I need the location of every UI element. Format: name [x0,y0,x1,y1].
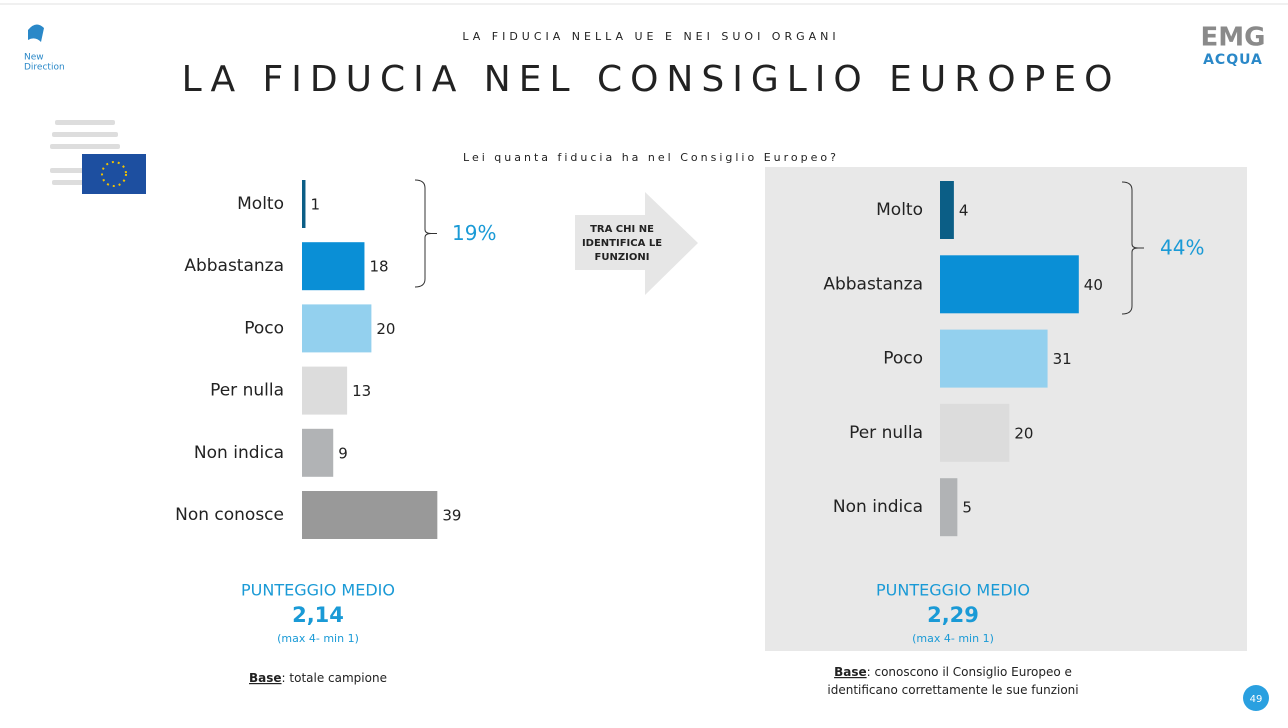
base-text: identificano correttamente le sue funzio… [827,683,1078,697]
value-label: 18 [369,258,388,276]
category-label: Non conosce [175,505,284,525]
category-label: Per nulla [849,423,923,443]
category-label: Per nulla [210,381,284,401]
base-label: Base [834,665,867,679]
category-label: Non indica [194,443,284,463]
score: 2,14 [292,603,344,627]
bar [302,180,306,228]
logo-right: ACQUA [1203,52,1263,68]
base-note: Base: conoscono il Consiglio Europeo e [834,665,1072,679]
value-label: 31 [1053,350,1072,368]
arrow-text: IDENTIFICA LE [582,238,662,249]
score-note: (max 4- min 1) [912,632,994,645]
value-label: 5 [962,499,972,517]
arrow-text: TRA CHI NE [590,224,654,235]
category-label: Abbastanza [823,274,923,294]
eu-icon [50,120,146,194]
logo-right: EMG [1201,23,1266,53]
category-label: Molto [876,200,923,220]
kicker: LA FIDUCIA NELLA UE E NEI SUOI ORGANI [462,30,839,43]
value-label: 40 [1084,276,1103,294]
bar [940,255,1079,314]
value-label: 20 [376,320,395,338]
logo-icon [28,24,44,42]
value-label: 4 [959,202,969,220]
bar [302,366,348,415]
bar [302,304,372,353]
value-label: 20 [1014,424,1033,442]
bracket-label: 44% [1160,236,1204,260]
base-text: : totale campione [282,671,387,685]
score-title: PUNTEGGIO MEDIO [241,581,395,600]
page-badge [1243,685,1269,711]
question: Lei quanta fiducia ha nel Consiglio Euro… [463,151,839,164]
score-title: PUNTEGGIO MEDIO [876,581,1030,600]
category-label: Abbastanza [184,256,284,276]
bar [940,329,1048,388]
bar [302,242,365,291]
base-text: : conoscono il Consiglio Europeo e [867,665,1072,679]
bar [940,403,1010,462]
arrow-text: FUNZIONI [595,252,650,263]
page-number: 49 [1250,694,1263,705]
arrow [575,192,698,295]
bracket [414,179,437,288]
bar [302,491,438,539]
bar [302,428,334,477]
value-label: 9 [338,444,348,462]
base-label: Base [249,671,282,685]
bar [940,478,958,537]
value-label: 13 [352,382,371,400]
base-note: identificano correttamente le sue funzio… [827,683,1078,697]
logo-left: New [24,53,44,63]
value-label: 1 [310,196,320,214]
score: 2,29 [927,603,979,627]
logo-left: Direction [24,63,65,73]
category-label: Poco [244,318,284,338]
category-label: Molto [237,194,284,214]
bar [940,181,954,239]
bracket [1121,181,1144,315]
title: LA FIDUCIA NEL CONSIGLIO EUROPEO [182,59,1121,100]
category-label: Non indica [833,497,923,517]
score-note: (max 4- min 1) [277,632,359,645]
category-label: Poco [883,349,923,369]
value-label: 39 [442,507,461,525]
bracket-label: 19% [452,221,496,245]
base-note: Base: totale campione [249,671,387,685]
